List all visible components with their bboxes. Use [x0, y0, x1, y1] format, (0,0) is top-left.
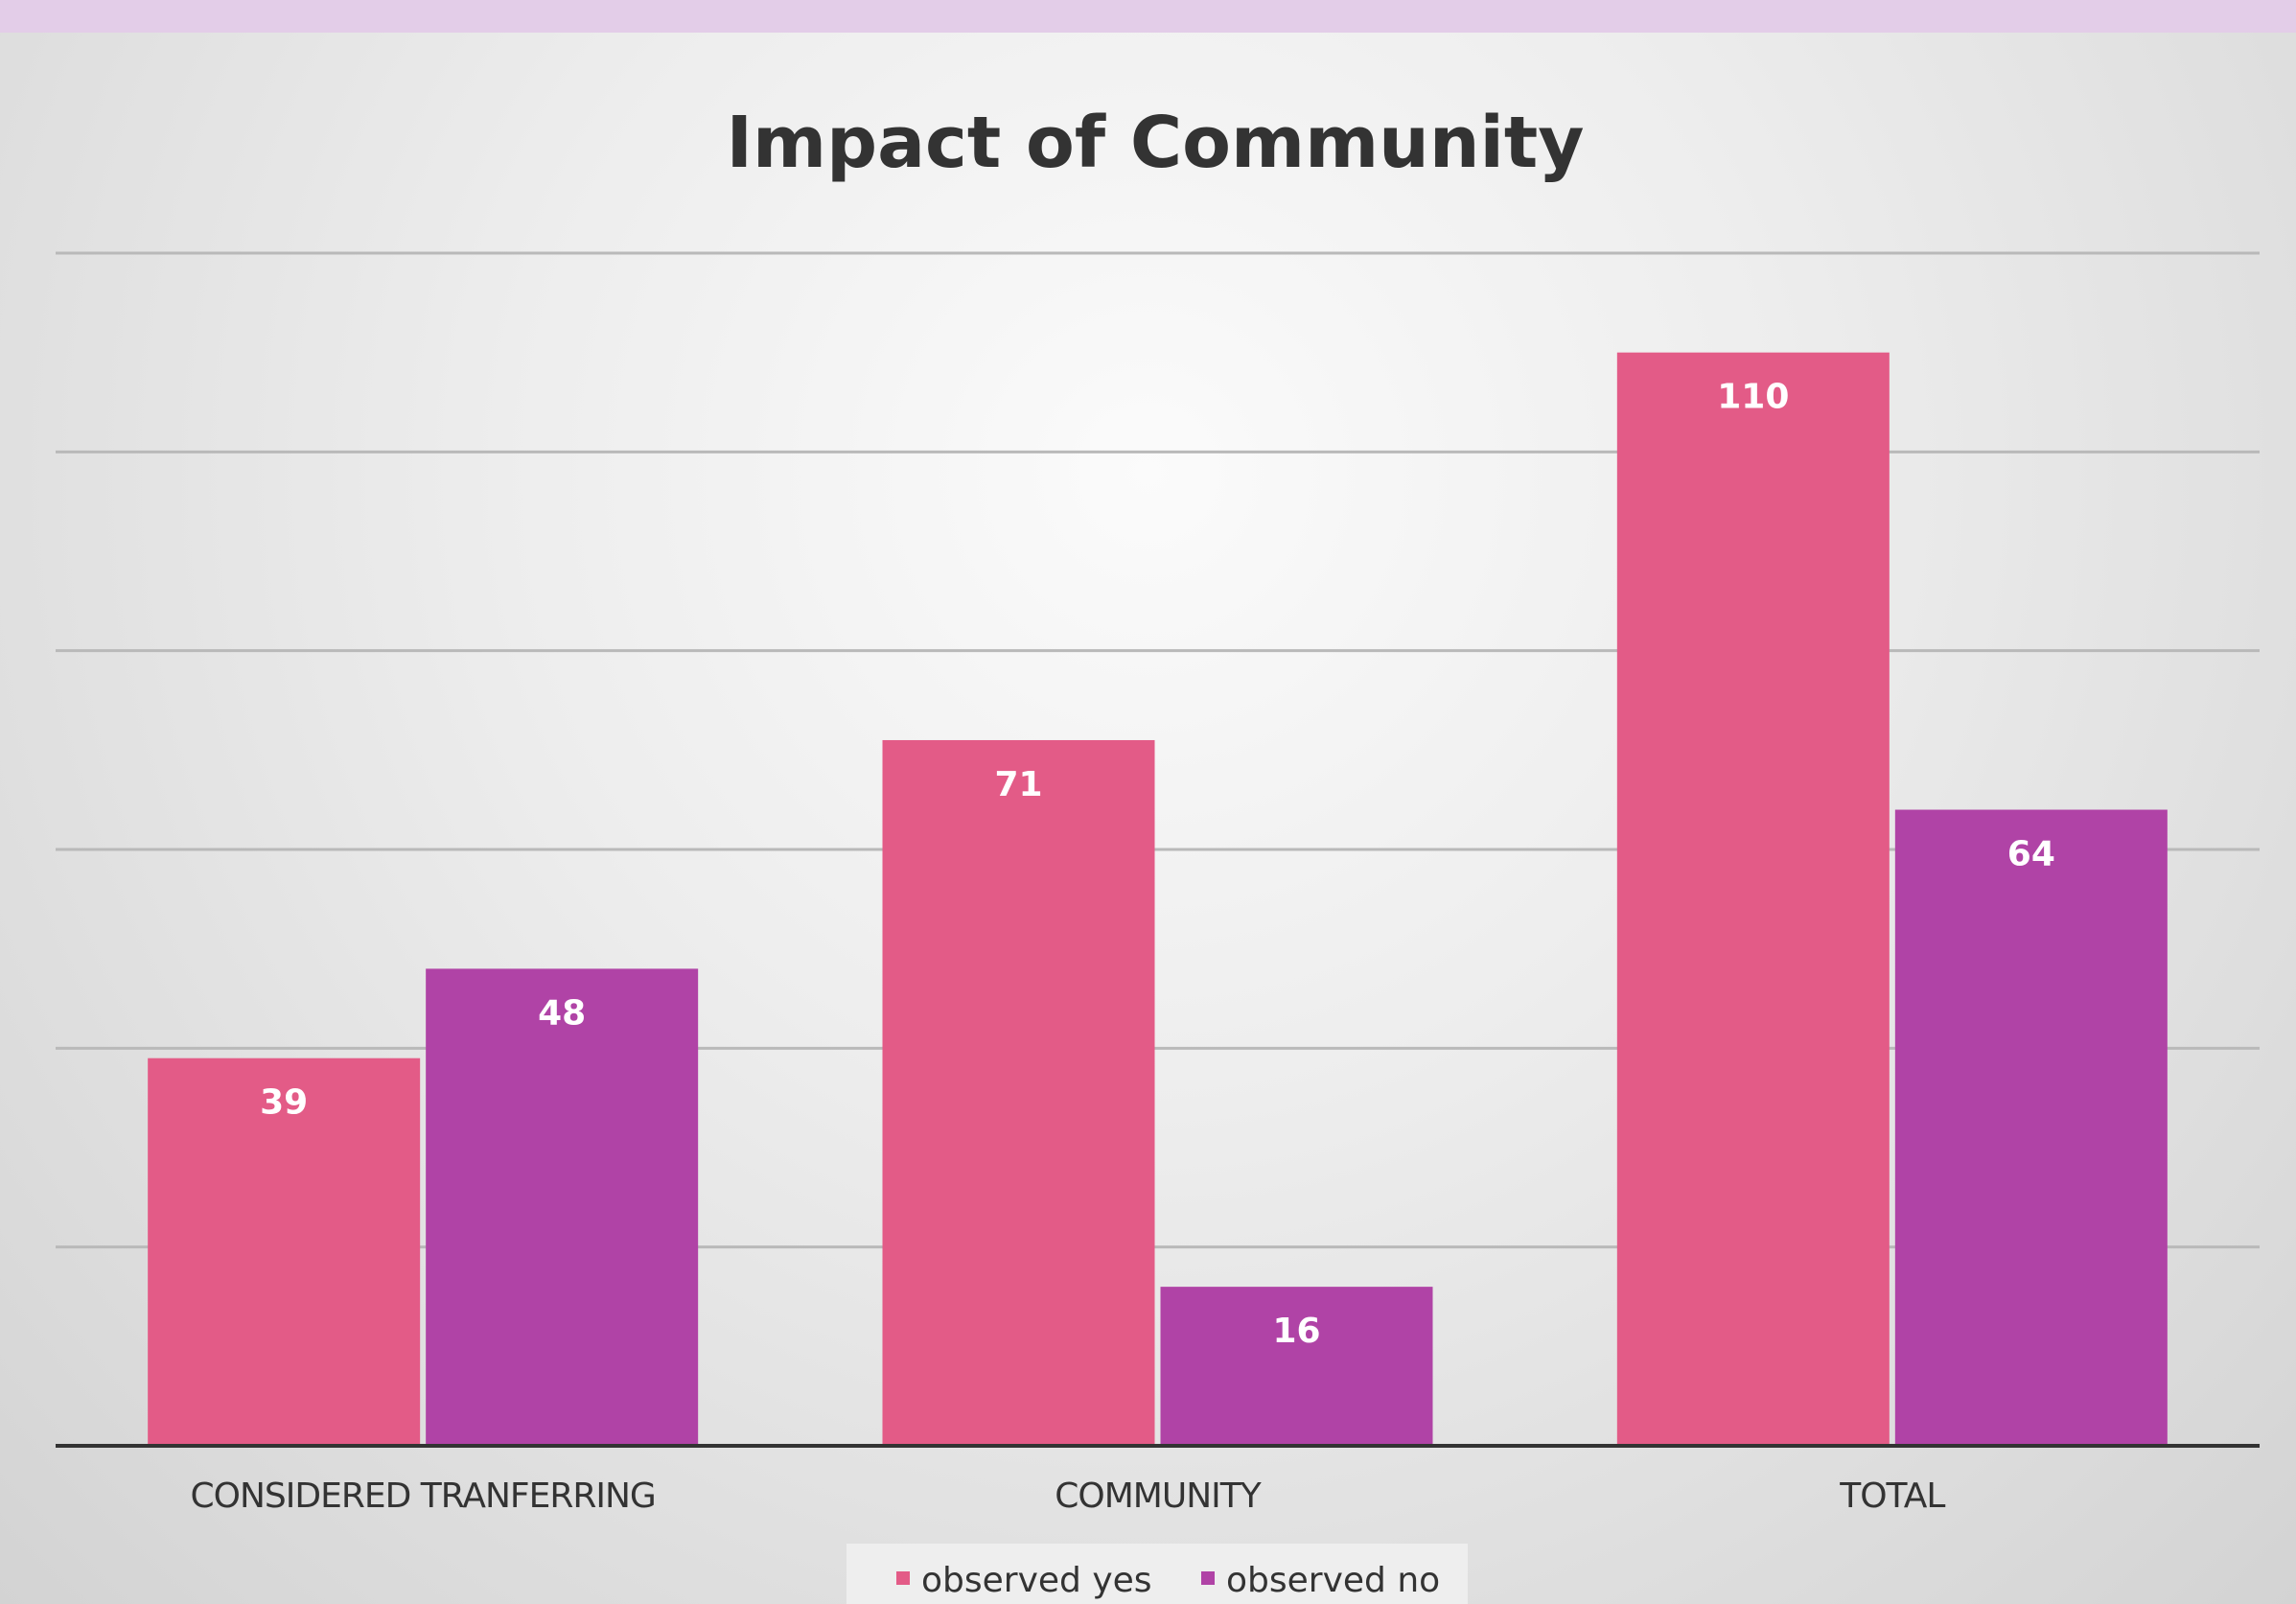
- bar: [1160, 1287, 1433, 1446]
- data-label: 110: [1717, 378, 1789, 417]
- bar-chart: Impact of Community 39 48 71 16 110 64 CONSID…: [56, 102, 2260, 1604]
- category-label: CONSIDERED TRANFERRING: [191, 1476, 656, 1516]
- category-label: COMMUNITY: [1055, 1476, 1262, 1516]
- data-label: 48: [538, 993, 586, 1033]
- chart-title: Impact of Community: [726, 102, 1584, 184]
- bar: [1894, 809, 2168, 1446]
- data-label: 71: [994, 765, 1042, 804]
- gridlines: [56, 251, 2260, 1249]
- bar: [426, 968, 699, 1446]
- category-labels: CONSIDERED TRANFERRING COMMUNITY TOTAL: [191, 1476, 1947, 1516]
- data-label: 64: [2007, 835, 2055, 874]
- chart-panel: Impact of Community 39 48 71 16 110 64 CONSID…: [0, 33, 2296, 1604]
- bars: [148, 352, 2168, 1447]
- legend-label: observed yes: [921, 1561, 1152, 1600]
- category-label: TOTAL: [1839, 1476, 1945, 1516]
- data-label: 39: [260, 1083, 308, 1123]
- data-label: 16: [1272, 1312, 1320, 1351]
- legend-swatch: [896, 1571, 910, 1585]
- bar: [148, 1058, 421, 1446]
- legend: observed yes observed no: [847, 1544, 1468, 1604]
- value-labels: 39 48 71 16 110 64: [260, 378, 2055, 1351]
- bar: [882, 739, 1155, 1446]
- legend-swatch: [1201, 1571, 1215, 1585]
- bar: [1616, 352, 1890, 1447]
- legend-label: observed no: [1226, 1561, 1440, 1600]
- legend-box: [847, 1544, 1468, 1604]
